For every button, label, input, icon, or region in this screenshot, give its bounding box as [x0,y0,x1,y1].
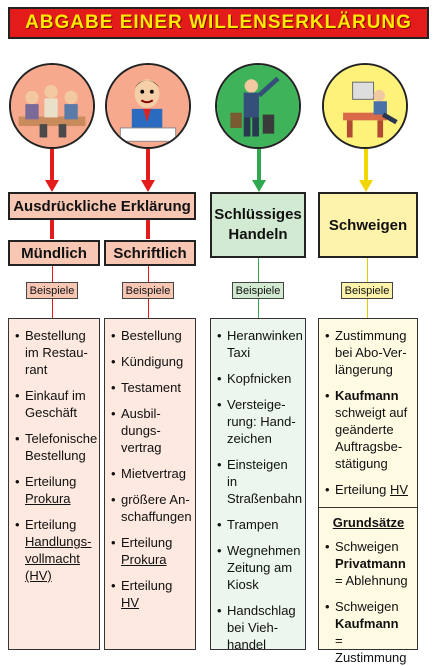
arrow-schweigen-head [359,180,373,192]
writing-man-illustration-icon [105,63,191,149]
list-item: Ausbil-dungs-vertrag [111,405,190,456]
arrow-schweigen-shaft [364,149,368,182]
list-muendlich: Bestellung im Restau-rant Einkauf im Ges… [8,318,100,650]
line-muendlich-beispiele [52,266,53,282]
traveler-hailing-illustration-icon [215,63,301,149]
beispiele-tag-schriftlich: Beispiele [122,282,174,299]
list-item: Trampen [217,516,300,533]
arrow-muendlich-shaft [50,149,54,182]
line-schriftlich-list [148,299,149,318]
connector-schriftlich [146,220,150,239]
grundsaetze-heading: Grundsätze [332,515,405,530]
beispiele-tag-schweigen: Beispiele [341,282,393,299]
office-worker-illustration-icon [322,63,408,149]
arrow-schluessig-shaft [257,149,261,182]
list-item: Kopfnicken [217,370,300,387]
meeting-illustration-icon [9,63,95,149]
header-ausdrueckliche-erklaerung: Ausdrückliche Erklärung [8,192,196,220]
divider [319,507,417,508]
header-schweigen-label: Schweigen [328,216,408,234]
header-schluessiges-handeln: Schlüssiges Handeln [210,192,306,258]
header-schriftlich-label: Schriftlich [113,244,187,262]
beispiele-tag-schluessig: Beispiele [232,282,284,299]
header-schweigen: Schweigen [318,192,418,258]
header-schluessiges-label-1: Schlüssiges [214,206,302,223]
list-item: Testament [111,379,190,396]
header-ausdrueckliche-label: Ausdrückliche Erklärung [13,197,191,215]
connector-muendlich [50,220,54,239]
list-item: Einkauf im Geschäft [15,387,94,421]
header-schriftlich: Schriftlich [104,240,196,266]
header-muendlich-label: Mündlich [21,244,87,262]
arrow-schriftlich-head [141,180,155,192]
list-schriftlich: Bestellung Kündigung Testament Ausbil-du… [104,318,196,650]
list-item: Mietvertrag [111,465,190,482]
beispiele-label: Beispiele [235,284,281,297]
line-schweigen-beispiele [367,258,368,282]
list-item: Erteilung HV [111,577,190,611]
line-schluessig-list [258,299,259,318]
list-item: Erteilung HV [325,481,412,498]
list-item: Telefonische Bestellung [15,430,97,464]
title-banner: ABGABE EINER WILLENSERKLÄRUNG [8,7,429,39]
line-muendlich-list [52,299,53,318]
page-title: ABGABE EINER WILLENSERKLÄRUNG [25,12,412,33]
beispiele-label: Beispiele [125,284,171,297]
header-muendlich: Mündlich [8,240,100,266]
beispiele-tag-muendlich: Beispiele [26,282,78,299]
line-schweigen-list [367,299,368,318]
list-item: Bestellung [111,327,190,344]
line-schluessig-beispiele [258,258,259,282]
beispiele-label: Beispiele [29,284,75,297]
arrow-muendlich-head [45,180,59,192]
beispiele-label: Beispiele [344,284,390,297]
arrow-schluessig-head [252,180,266,192]
line-schriftlich-beispiele [148,266,149,282]
list-item: Versteige-rung: Hand-zeichen [217,396,300,447]
list-item: größere An-schaffungen [111,491,192,525]
arrow-schriftlich-shaft [146,149,150,182]
list-item: Bestellung im Restau-rant [15,327,94,378]
header-schluessiges-label-2: Handeln [228,226,288,243]
list-item: Kündigung [111,353,190,370]
